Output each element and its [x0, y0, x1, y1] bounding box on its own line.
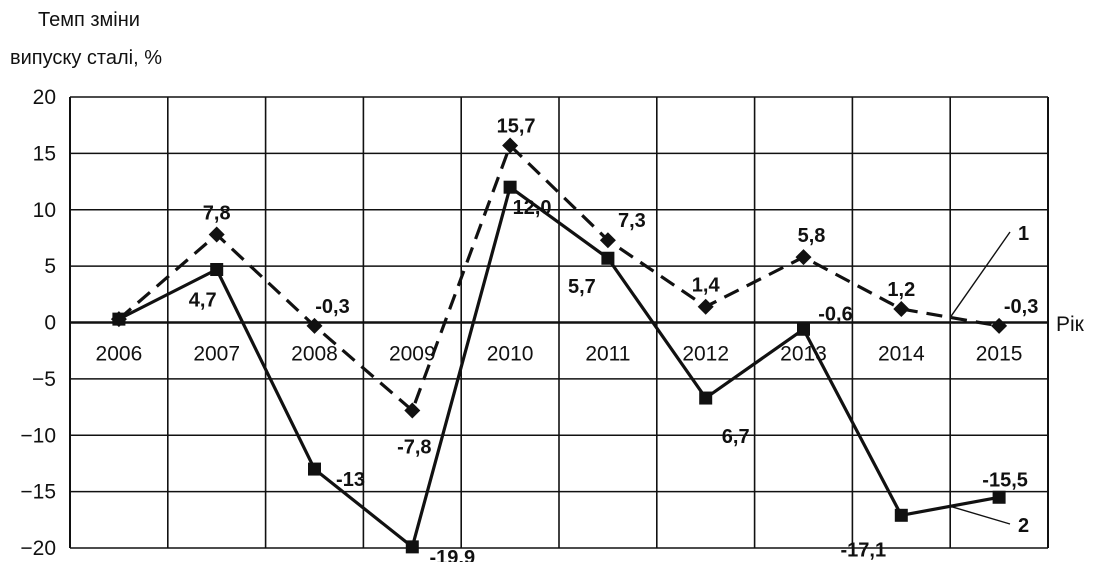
series-2-line	[118, 185, 1000, 549]
series-2-point	[405, 540, 419, 554]
series-2-name: 2	[1018, 515, 1029, 537]
series-2: 4,7 -13 -19,9 12,0 5,7 6,7 -0,6 -17,1 -15,5 2	[112, 180, 1029, 562]
data-label: 5,8	[798, 225, 826, 247]
data-label: -13	[336, 469, 365, 491]
series-2-callout-line	[950, 505, 1011, 525]
y-tick-labels: 20 15 10 5 0 −5 −10 −15 −20	[20, 86, 56, 560]
x-tick-labels: 2006 2007 2008 2009 2010 2011 2012 2013 2014 2015	[96, 343, 1023, 366]
series-1-point	[208, 226, 225, 243]
y-tick-label: −15	[20, 481, 56, 504]
y-tick-label: 20	[33, 86, 56, 109]
x-tick-label: 2007	[193, 343, 240, 366]
x-tick-label: 2010	[487, 343, 534, 366]
data-label: 4,7	[189, 290, 217, 312]
data-label: 1,4	[692, 275, 721, 297]
series-2-point	[699, 391, 713, 405]
series-2-point	[797, 322, 810, 336]
data-label: 5,7	[568, 276, 596, 298]
data-label: 6,7	[722, 426, 750, 448]
series-1-point	[795, 249, 812, 266]
data-label: 1,2	[887, 279, 915, 301]
y-axis-label-line-2: випуску сталі, %	[10, 47, 162, 69]
data-label: 15,7	[497, 115, 536, 137]
series-2-point	[992, 490, 1006, 504]
x-tick-label: 2015	[976, 343, 1023, 366]
series-2-point	[601, 251, 615, 265]
data-label: -0,3	[1004, 296, 1038, 318]
data-label: -15,5	[982, 469, 1028, 491]
series-1-callout-line	[949, 231, 1011, 318]
series-1-point	[599, 232, 616, 249]
series-2-point	[894, 508, 908, 522]
x-tick-label: 2011	[585, 343, 630, 366]
y-tick-label: −20	[20, 537, 56, 560]
data-label: -17,1	[841, 539, 887, 561]
series-2-point	[308, 462, 321, 476]
series-2-point	[112, 312, 126, 326]
data-label: -0,6	[818, 303, 852, 325]
x-tick-label: 2008	[291, 343, 338, 366]
y-tick-label: −5	[32, 368, 56, 391]
y-axis-label-line-1: Темп зміни	[38, 9, 140, 31]
series-2-point	[210, 263, 224, 277]
series-1-point	[893, 300, 910, 317]
x-tick-label: 2009	[389, 343, 436, 366]
y-tick-label: 15	[33, 142, 56, 165]
series-2-point	[503, 180, 517, 194]
grid	[69, 96, 1049, 549]
data-label: 7,3	[618, 210, 646, 232]
data-label: -7,8	[397, 436, 431, 458]
x-axis-label: Рік	[1056, 313, 1085, 336]
series-layer: 7,8 -0,3 -7,8 15,7 7,3 1,4 5,8 1,2 -0,3 1 4,7 -13 -1…	[110, 115, 1038, 562]
data-label: 7,8	[203, 203, 231, 225]
y-tick-label: −10	[20, 424, 56, 447]
series-1-point	[502, 137, 519, 154]
y-tick-label: 10	[33, 199, 56, 222]
data-label: -0,3	[315, 296, 349, 318]
x-tick-label: 2006	[96, 343, 143, 366]
series-1-point	[991, 317, 1008, 334]
series-1-point	[306, 317, 323, 334]
series-1-point	[697, 298, 714, 315]
x-tick-label: 2012	[682, 343, 729, 366]
series-1-name: 1	[1018, 223, 1029, 245]
y-tick-label: 5	[44, 255, 56, 278]
y-tick-label: 0	[44, 312, 56, 335]
x-tick-label: 2014	[878, 343, 925, 366]
series-1-point	[404, 402, 421, 419]
data-label: -19,9	[430, 547, 476, 562]
data-label: 12,0	[513, 197, 552, 219]
